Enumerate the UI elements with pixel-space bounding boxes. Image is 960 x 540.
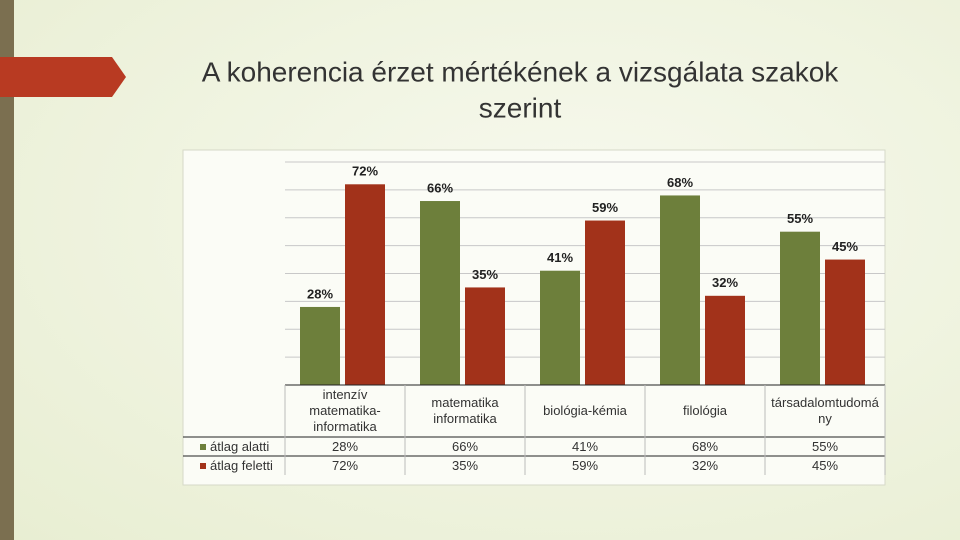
table-value: 32% [691,457,719,473]
legend-label: átlag feletti [210,458,273,473]
data-label: 66% [427,180,453,195]
bar [825,259,865,385]
bar [465,287,505,385]
bar [585,220,625,385]
table-value: 66% [451,438,479,454]
legend-label: átlag alatti [210,439,270,454]
table-value: 59% [571,457,599,473]
legend-entry: átlag alatti [200,437,286,456]
category-label: intenzív matematika-informatika [309,387,381,434]
table-value: 55% [811,438,839,454]
data-label: 32% [712,275,738,290]
table-value: 41% [571,438,599,454]
bar [540,270,580,385]
legend-key [200,443,206,450]
category-label: társadalomtudomány [771,395,879,426]
data-label: 72% [352,164,378,179]
bar [660,195,700,385]
chart-title: A koherencia érzet mértékének a vizsgála… [202,56,840,87]
table-value: 28% [331,438,359,454]
table-value: 45% [811,457,839,473]
data-label: 68% [667,175,693,190]
legend-entry: átlag feletti [200,456,286,475]
data-label: 55% [787,211,813,226]
bar [705,295,745,385]
table-value: 35% [451,457,479,473]
legend-key [200,462,206,469]
table-value: 68% [691,438,719,454]
data-label: 41% [547,250,573,265]
table-value: 72% [331,457,359,473]
side-stripe [0,0,14,540]
category-label: biológia-kémia [543,403,627,418]
category-label: filológia [682,403,728,418]
chart-title: szerint [479,92,562,123]
title-arrow [0,57,126,97]
bar [420,201,460,385]
bar [780,231,820,385]
data-label: 35% [472,267,498,282]
bar [345,184,385,385]
data-label: 59% [592,200,618,215]
data-label: 28% [307,286,333,301]
data-label: 45% [832,239,858,254]
bar [300,306,340,385]
category-label: matematika informatika [431,395,499,426]
